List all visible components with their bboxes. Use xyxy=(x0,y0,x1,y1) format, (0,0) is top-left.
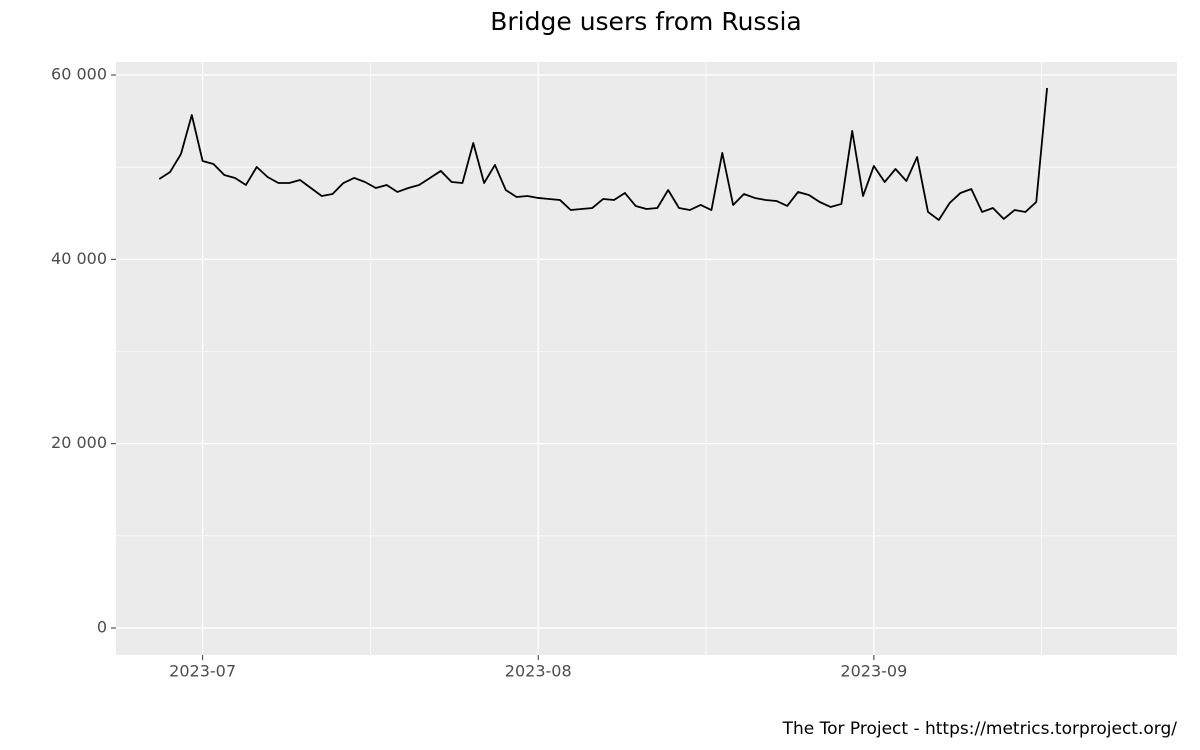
y-tick-label: 20 000 xyxy=(51,433,107,452)
x-tick-label: 2023-08 xyxy=(505,662,572,681)
plot-panel xyxy=(116,62,1177,655)
y-tick-label: 0 xyxy=(97,617,107,636)
chart-title: Bridge users from Russia xyxy=(490,7,801,36)
x-tick-label: 2023-09 xyxy=(840,662,907,681)
x-tick-label: 2023-07 xyxy=(169,662,236,681)
data-line xyxy=(158,87,1048,221)
y-tick-label: 40 000 xyxy=(51,249,107,268)
y-tick-label: 60 000 xyxy=(51,64,107,83)
caption: The Tor Project - https://metrics.torpro… xyxy=(782,719,1178,739)
